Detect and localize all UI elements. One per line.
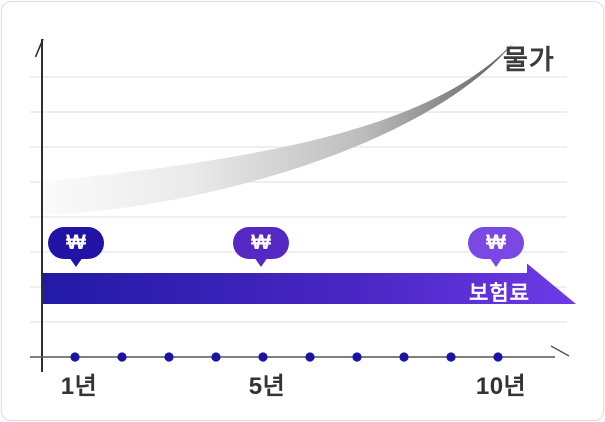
- inflation-series-label: 물가: [503, 45, 555, 75]
- y-axis-arrow: [34, 38, 44, 58]
- inflation-curve: [40, 42, 514, 215]
- year-dot: [164, 352, 174, 362]
- x-axis: [30, 345, 570, 358]
- won-bubble-year-5: ₩: [233, 227, 289, 267]
- x-axis-arrow: [550, 345, 570, 357]
- y-axis: [34, 38, 44, 372]
- won-bubble-year-1: ₩: [48, 227, 104, 267]
- year-dot: [352, 352, 362, 362]
- year-dot: [399, 352, 409, 362]
- timeline-dots: [70, 352, 503, 362]
- year-dot: [305, 352, 315, 362]
- premium-series-label: 보험료: [469, 282, 530, 305]
- year-dot: [493, 352, 503, 362]
- year-dot: [70, 352, 80, 362]
- year-dot: [117, 352, 127, 362]
- year-dot: [446, 352, 456, 362]
- won-icon: ₩: [486, 231, 506, 254]
- x-tick-5-year: 5년: [248, 373, 286, 400]
- year-dot: [211, 352, 221, 362]
- premium-arrow: [43, 263, 576, 304]
- won-icon: ₩: [66, 231, 86, 254]
- won-icon: ₩: [251, 231, 271, 254]
- won-bubble-year-10: ₩: [468, 227, 524, 267]
- year-dot: [258, 352, 268, 362]
- x-tick-10-year: 10년: [475, 373, 527, 400]
- x-tick-1-year: 1년: [60, 373, 98, 400]
